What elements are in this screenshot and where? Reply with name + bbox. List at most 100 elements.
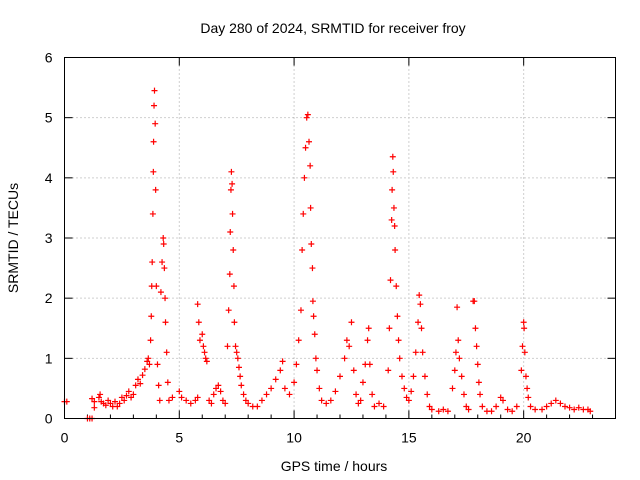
data-point	[234, 355, 241, 362]
data-point	[539, 406, 546, 413]
data-point	[346, 343, 353, 350]
data-point	[415, 319, 422, 326]
data-point	[152, 120, 159, 127]
data-point	[237, 373, 244, 380]
data-point	[571, 406, 578, 413]
data-point	[455, 337, 462, 344]
data-point	[301, 174, 308, 181]
data-point	[520, 319, 527, 326]
data-point	[587, 408, 594, 415]
data-point	[222, 400, 229, 407]
data-point	[123, 392, 130, 399]
data-point	[465, 406, 472, 413]
data-point	[156, 397, 163, 404]
data-point	[206, 397, 213, 404]
data-point	[300, 210, 307, 217]
data-point	[369, 391, 376, 398]
data-point	[359, 379, 366, 386]
data-point	[254, 403, 261, 410]
data-point	[418, 325, 425, 332]
data-point	[393, 283, 400, 290]
data-point	[472, 325, 479, 332]
data-point	[479, 403, 486, 410]
data-point	[208, 400, 215, 407]
data-point	[227, 228, 234, 235]
data-point	[121, 397, 128, 404]
data-point	[187, 400, 194, 407]
data-point	[303, 114, 310, 121]
x-tick-label: 0	[61, 430, 69, 446]
data-point	[454, 304, 461, 311]
data-point	[387, 277, 394, 284]
data-point	[380, 403, 387, 410]
data-point	[463, 403, 470, 410]
data-point	[408, 388, 415, 395]
y-axis-label: SRMTID / TECUs	[5, 183, 21, 293]
data-point	[162, 319, 169, 326]
data-point	[148, 313, 155, 320]
data-point	[316, 385, 323, 392]
data-point	[141, 366, 148, 373]
data-point	[391, 222, 398, 229]
data-point	[307, 204, 314, 211]
data-point	[504, 406, 511, 413]
data-point	[161, 265, 168, 272]
data-point	[308, 241, 315, 248]
data-point	[474, 361, 481, 368]
data-point	[114, 403, 121, 410]
y-tick-label: 1	[45, 350, 53, 366]
data-point	[163, 349, 170, 356]
data-point	[258, 397, 265, 404]
data-point	[91, 398, 98, 405]
data-point	[513, 403, 520, 410]
data-point	[176, 388, 183, 395]
data-point	[228, 168, 235, 175]
data-point	[112, 398, 119, 405]
data-point	[357, 397, 364, 404]
data-point	[225, 307, 232, 314]
data-point	[365, 325, 372, 332]
data-point	[231, 319, 238, 326]
data-point	[521, 325, 528, 332]
data-point	[557, 400, 564, 407]
data-point	[452, 349, 459, 356]
data-point	[118, 394, 125, 401]
data-point	[488, 408, 495, 415]
x-tick-label: 10	[286, 430, 302, 446]
data-point	[144, 358, 151, 365]
data-point	[130, 391, 137, 398]
data-point	[323, 400, 330, 407]
data-point	[219, 397, 226, 404]
data-point	[419, 349, 426, 356]
data-point	[428, 406, 435, 413]
data-point	[150, 138, 157, 145]
data-point	[235, 364, 242, 371]
data-point	[229, 210, 236, 217]
data-point	[410, 373, 417, 380]
data-point	[240, 391, 247, 398]
data-point	[147, 337, 154, 344]
data-point	[390, 204, 397, 211]
data-point	[364, 337, 371, 344]
data-points	[61, 87, 594, 422]
data-point	[497, 394, 504, 401]
data-point	[230, 283, 237, 290]
data-point	[242, 397, 249, 404]
data-point	[245, 400, 252, 407]
data-point	[128, 394, 135, 401]
data-point	[456, 355, 463, 362]
data-point	[293, 361, 300, 368]
data-point	[493, 403, 500, 410]
data-point	[341, 355, 348, 362]
data-point	[500, 397, 507, 404]
data-point	[566, 404, 573, 411]
data-point	[471, 298, 478, 305]
data-point	[201, 349, 208, 356]
data-point	[309, 298, 316, 305]
data-point	[226, 271, 233, 278]
data-point	[139, 372, 146, 379]
data-point	[386, 325, 393, 332]
data-point	[353, 391, 360, 398]
data-point	[312, 355, 319, 362]
